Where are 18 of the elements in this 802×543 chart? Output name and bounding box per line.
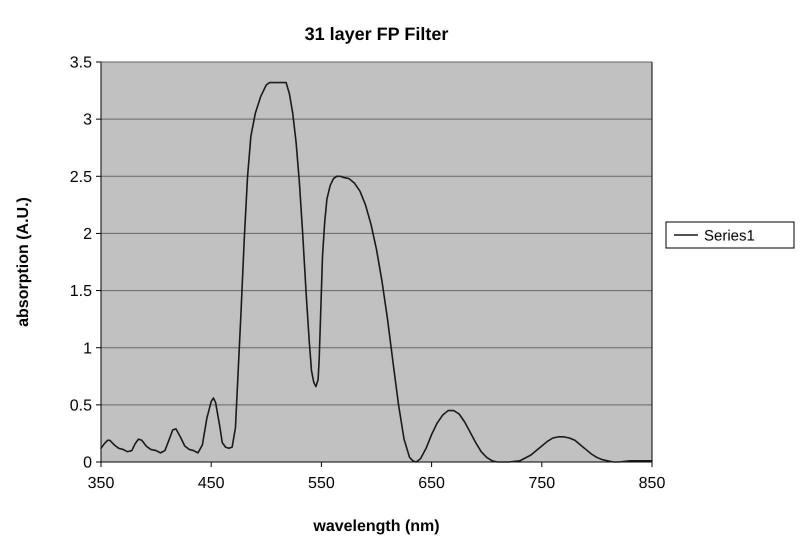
y-tick-label: 0 xyxy=(83,454,92,472)
x-tick-label: 550 xyxy=(308,475,335,492)
x-tick-label: 450 xyxy=(198,475,225,492)
y-tick-label: 1 xyxy=(83,340,92,358)
x-tick-label: 650 xyxy=(418,475,446,492)
y-axis-title: absorption (A.U.) xyxy=(15,197,32,327)
x-tick-label: 750 xyxy=(528,475,556,492)
x-axis-title: wavelength (nm) xyxy=(312,518,440,535)
y-tick-label: 3 xyxy=(83,112,92,129)
y-tick-label: 0.5 xyxy=(70,397,92,414)
y-tick-label: 2.5 xyxy=(70,168,92,186)
y-tick-label: 3.5 xyxy=(70,54,92,72)
y-tick-label: 2 xyxy=(83,226,92,244)
y-tick-label: 1.5 xyxy=(70,283,92,300)
legend-label: Series1 xyxy=(704,227,755,244)
x-tick-label: 350 xyxy=(88,475,114,492)
x-tick-label: 850 xyxy=(638,475,666,492)
chart-title: 31 layer FP Filter xyxy=(304,24,448,44)
